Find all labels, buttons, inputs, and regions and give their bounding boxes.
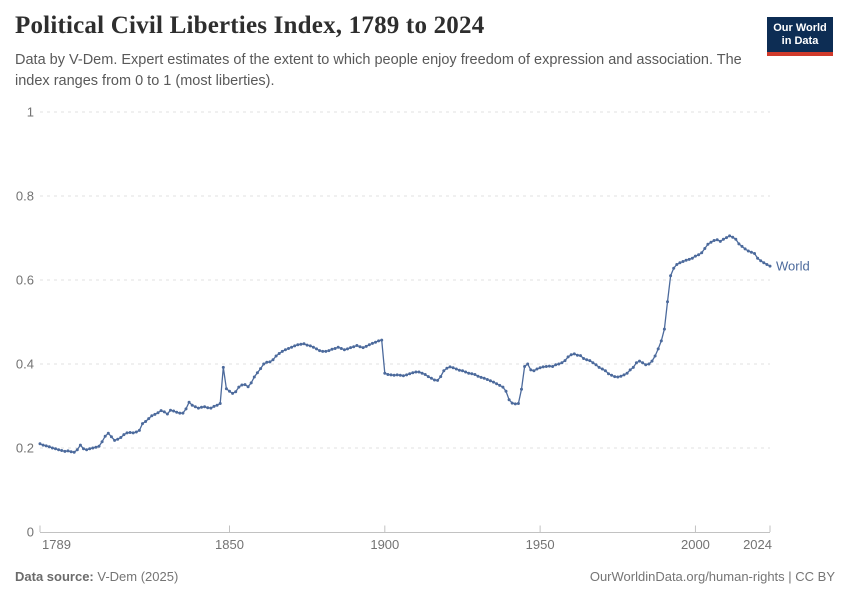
y-tick-label: 0 (27, 525, 34, 540)
x-tick-label: 2000 (681, 537, 710, 552)
data-source-value: V-Dem (2025) (93, 569, 179, 584)
world-series-label: World (776, 259, 810, 274)
y-tick-label: 0.2 (16, 441, 34, 456)
y-tick-label: 0.6 (16, 273, 34, 288)
logo-line-2: in Data (781, 35, 819, 47)
chart-subtitle: Data by V-Dem. Expert estimates of the e… (15, 52, 742, 89)
x-tick-label: 1900 (370, 537, 399, 552)
y-tick-label: 1 (27, 105, 34, 120)
data-source-label: Data source: (15, 569, 94, 584)
x-tick-label: 2024 (743, 537, 772, 552)
chart-title: Political Civil Liberties Index, 1789 to… (15, 12, 485, 39)
chart-footer: Data source: V-Dem (2025) OurWorldinData… (15, 569, 835, 584)
y-tick-label: 0.8 (16, 189, 34, 204)
y-tick-label: 0.4 (16, 357, 34, 372)
owid-logo[interactable]: Our World in Data (767, 17, 833, 56)
x-tick-label: 1850 (215, 537, 244, 552)
credit-link[interactable]: OurWorldinData.org/human-rights | CC BY (589, 569, 835, 584)
x-tick-label: 1950 (526, 537, 555, 552)
x-tick-label: 1789 (42, 537, 71, 552)
data-source: Data source: V-Dem (2025) (15, 569, 178, 584)
logo-line-1: Our World (773, 22, 827, 34)
